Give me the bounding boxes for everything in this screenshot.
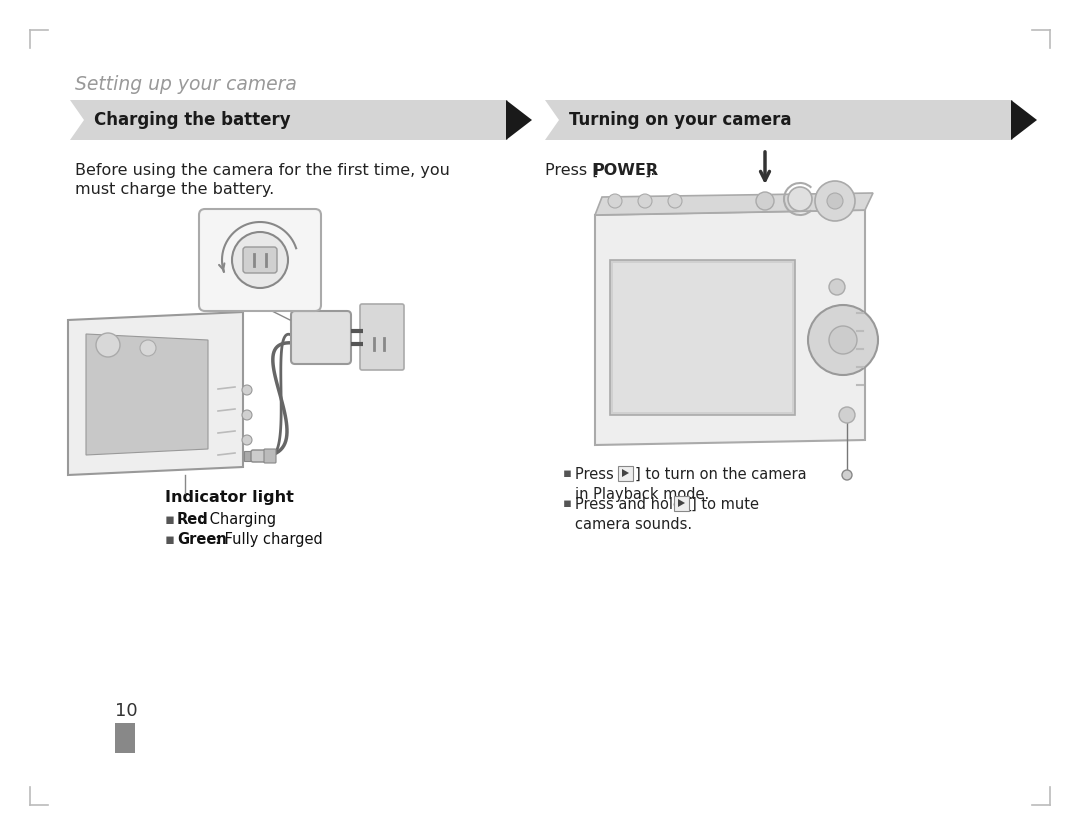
Text: Before using the camera for the first time, you: Before using the camera for the first ti…	[75, 163, 450, 178]
Circle shape	[788, 187, 812, 211]
Circle shape	[242, 410, 252, 420]
Text: Indicator light: Indicator light	[165, 490, 294, 505]
Text: Press [: Press [	[575, 467, 624, 482]
Text: Red: Red	[177, 512, 208, 527]
Circle shape	[96, 333, 120, 357]
Circle shape	[839, 407, 855, 423]
Circle shape	[827, 193, 843, 209]
Circle shape	[756, 192, 774, 210]
Polygon shape	[595, 210, 865, 445]
Circle shape	[638, 194, 652, 208]
Circle shape	[608, 194, 622, 208]
Text: Green: Green	[177, 532, 227, 547]
Polygon shape	[507, 100, 532, 140]
Bar	[114, 723, 135, 753]
Text: 10: 10	[114, 702, 137, 720]
Circle shape	[232, 232, 288, 288]
FancyBboxPatch shape	[674, 495, 689, 510]
FancyBboxPatch shape	[610, 260, 795, 415]
Circle shape	[669, 194, 681, 208]
Circle shape	[815, 181, 855, 221]
Text: POWER: POWER	[592, 163, 658, 178]
Circle shape	[842, 470, 852, 480]
Text: Press [: Press [	[545, 163, 598, 178]
Text: ].: ].	[644, 163, 656, 178]
Text: : Fully charged: : Fully charged	[215, 532, 323, 547]
Polygon shape	[545, 100, 559, 140]
Circle shape	[242, 385, 252, 395]
FancyBboxPatch shape	[618, 465, 633, 480]
Text: : Charging: : Charging	[200, 512, 276, 527]
FancyBboxPatch shape	[264, 449, 276, 463]
Polygon shape	[678, 499, 685, 507]
Polygon shape	[595, 193, 873, 215]
FancyBboxPatch shape	[199, 209, 321, 311]
Text: Setting up your camera: Setting up your camera	[75, 75, 297, 94]
Text: Turning on your camera: Turning on your camera	[569, 111, 792, 129]
Text: in Playback mode.: in Playback mode.	[575, 487, 710, 502]
FancyBboxPatch shape	[70, 100, 508, 140]
Text: must charge the battery.: must charge the battery.	[75, 182, 274, 197]
Text: Press and hold [: Press and hold [	[575, 497, 692, 512]
Circle shape	[808, 305, 878, 375]
Text: ▪: ▪	[563, 497, 572, 510]
FancyBboxPatch shape	[613, 263, 792, 412]
Text: ▪: ▪	[563, 467, 572, 480]
Polygon shape	[622, 469, 629, 477]
Text: camera sounds.: camera sounds.	[575, 517, 692, 532]
FancyBboxPatch shape	[243, 247, 276, 273]
Text: ] to turn on the camera: ] to turn on the camera	[635, 467, 807, 482]
Circle shape	[829, 279, 845, 295]
Circle shape	[140, 340, 156, 356]
FancyBboxPatch shape	[291, 311, 351, 364]
Polygon shape	[70, 100, 84, 140]
FancyBboxPatch shape	[244, 451, 256, 461]
Text: ▪: ▪	[165, 512, 179, 527]
FancyBboxPatch shape	[251, 450, 269, 462]
Text: Charging the battery: Charging the battery	[94, 111, 291, 129]
Text: ] to mute: ] to mute	[691, 497, 759, 512]
Circle shape	[829, 326, 858, 354]
Polygon shape	[1011, 100, 1037, 140]
Text: ▪: ▪	[165, 532, 179, 547]
FancyBboxPatch shape	[545, 100, 1013, 140]
Circle shape	[242, 435, 252, 445]
FancyBboxPatch shape	[360, 304, 404, 370]
Polygon shape	[86, 334, 208, 455]
Polygon shape	[68, 312, 243, 475]
